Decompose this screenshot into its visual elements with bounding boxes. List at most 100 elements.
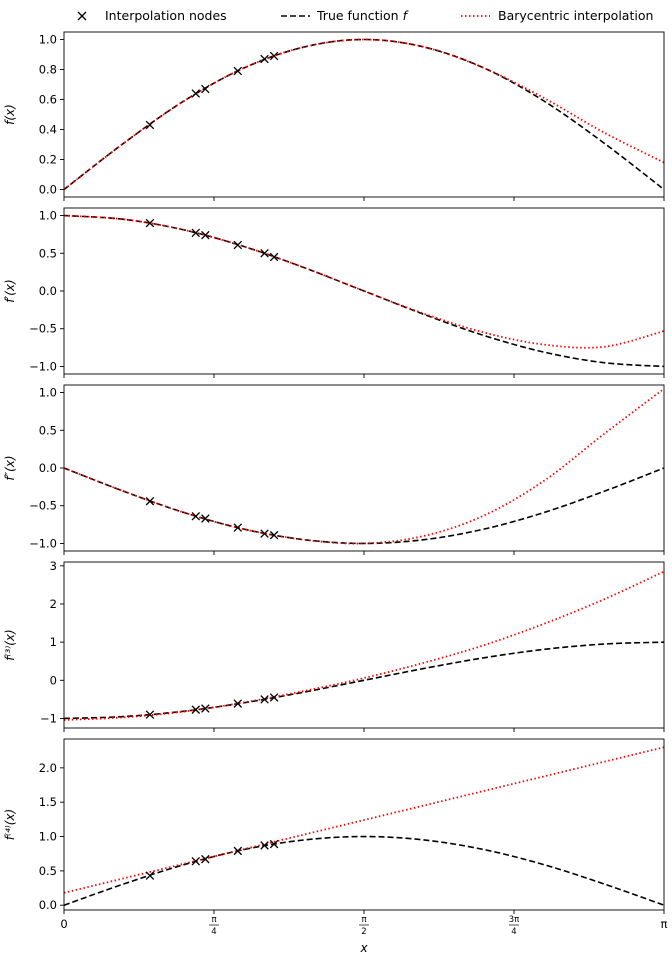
true-function-line xyxy=(64,467,664,545)
y-tick-label: 0 xyxy=(50,673,57,687)
barycentric-line xyxy=(64,388,664,545)
legend-nodes-marker xyxy=(77,11,87,21)
node-marker xyxy=(145,871,155,880)
y-tick-label: −1.0 xyxy=(29,536,57,550)
node-marker xyxy=(269,252,279,262)
legend-bary-label: Barycentric interpolation xyxy=(498,8,653,23)
axes-frame xyxy=(63,384,665,552)
y-tick-label: 0.5 xyxy=(39,864,57,878)
true-function-line xyxy=(64,214,664,368)
y-tick-label: 2.0 xyxy=(39,761,57,775)
legend-nodes-label: Interpolation nodes xyxy=(105,8,227,23)
x-axis-label: x xyxy=(359,941,368,955)
y-tick-label: 0.5 xyxy=(39,423,57,437)
y-tick-label: 0.0 xyxy=(39,183,57,197)
barycentric-line xyxy=(64,570,664,721)
plot-area xyxy=(64,38,664,191)
x-tick-label-numerator: 3π xyxy=(509,915,520,925)
x-tick-label: π xyxy=(661,917,668,931)
node-marker xyxy=(269,693,279,702)
legend-true-fn-label: True function f xyxy=(316,8,409,23)
y-axis-label: f″(x) xyxy=(3,455,17,480)
y-tick-label: 1.0 xyxy=(39,33,57,47)
y-tick-label: 0.5 xyxy=(39,246,57,260)
subplot-3: −1.0 −0.5 0.0 0.5 1.0 f″(x) xyxy=(3,384,665,555)
x-tick-label: 3π4 xyxy=(509,915,520,937)
plot-area xyxy=(64,214,664,368)
node-marker xyxy=(269,530,279,540)
y-axis-label: f⁽³⁾(x) xyxy=(3,629,17,660)
node-marker xyxy=(260,249,269,258)
true-function-line xyxy=(64,835,664,906)
node-marker xyxy=(260,841,269,850)
y-tick-label: −1.0 xyxy=(29,359,57,373)
x-tick-label-numerator: π xyxy=(361,915,366,925)
y-tick-label: 0.0 xyxy=(39,284,57,298)
node-marker xyxy=(191,89,201,98)
plot-area xyxy=(64,570,664,721)
node-marker xyxy=(191,228,201,238)
x-tick-label-denominator: 4 xyxy=(511,927,516,937)
node-marker xyxy=(233,523,243,532)
node-marker xyxy=(233,66,243,76)
y-tick-label: −1 xyxy=(40,711,57,725)
y-tick-label: 3 xyxy=(50,559,57,573)
node-marker xyxy=(269,839,279,849)
axes-frame xyxy=(63,561,665,729)
y-axis-label: f⁽⁴⁾(x) xyxy=(3,809,17,840)
node-marker xyxy=(201,514,210,523)
node-marker xyxy=(201,84,210,94)
y-axis-label: f(x) xyxy=(3,104,17,125)
node-marker xyxy=(260,695,269,704)
legend: Interpolation nodes True function f Baryc… xyxy=(77,8,653,23)
node-marker xyxy=(145,496,155,506)
subplots: 0.0 0.2 0.4 0.6 0.8 1.0 f(x) −1.0 −0.5 0.0 0.5 1.0 f… xyxy=(3,31,665,914)
plot-area xyxy=(64,388,664,545)
axes-frame xyxy=(63,207,665,375)
subplot-4: −1 0 1 2 3 f⁽³⁾(x) xyxy=(3,559,665,732)
x-tick-label: 0 xyxy=(60,917,67,931)
node-marker xyxy=(191,856,201,866)
node-marker xyxy=(191,705,201,714)
x-tick-label: π2 xyxy=(359,915,369,937)
node-marker xyxy=(191,512,201,521)
y-tick-label: 0.2 xyxy=(39,153,57,167)
node-marker xyxy=(201,230,210,240)
y-tick-label: 1.0 xyxy=(39,209,57,223)
y-tick-label: 0.4 xyxy=(39,123,57,137)
y-tick-label: 0.6 xyxy=(39,93,57,107)
barycentric-line xyxy=(64,38,664,191)
x-tick-label-numerator: π xyxy=(211,915,216,925)
barycentric-line xyxy=(64,746,664,894)
subplot-2: −1.0 −0.5 0.0 0.5 1.0 f′(x) xyxy=(3,207,665,378)
node-marker xyxy=(233,699,243,708)
node-marker xyxy=(201,854,210,864)
axes-frame xyxy=(63,31,665,198)
x-tick-label: π4 xyxy=(209,915,219,937)
legend-true-fn-text: True function xyxy=(316,8,399,23)
y-tick-label: 1.0 xyxy=(39,830,57,844)
y-tick-label: 1 xyxy=(50,635,57,649)
y-tick-label: 0.0 xyxy=(39,898,57,912)
y-tick-label: 0.8 xyxy=(39,63,57,77)
axes-frame xyxy=(63,738,665,911)
x-tick-label-denominator: 2 xyxy=(361,927,366,937)
barycentric-line xyxy=(64,214,664,349)
true-function-line xyxy=(64,38,664,191)
node-marker xyxy=(145,120,155,130)
node-marker xyxy=(260,529,269,538)
node-marker xyxy=(233,240,243,250)
y-tick-label: 1.5 xyxy=(39,795,57,809)
y-tick-label: 0.0 xyxy=(39,461,57,475)
x-tick-label-denominator: 4 xyxy=(211,927,216,937)
node-marker xyxy=(269,51,279,61)
y-axis-label: f′(x) xyxy=(3,279,17,302)
node-marker xyxy=(260,54,269,64)
y-tick-label: −0.5 xyxy=(29,499,57,513)
y-tick-label: 2 xyxy=(50,597,57,611)
node-marker xyxy=(233,846,243,856)
y-tick-label: −0.5 xyxy=(29,322,57,336)
node-marker xyxy=(201,704,210,713)
